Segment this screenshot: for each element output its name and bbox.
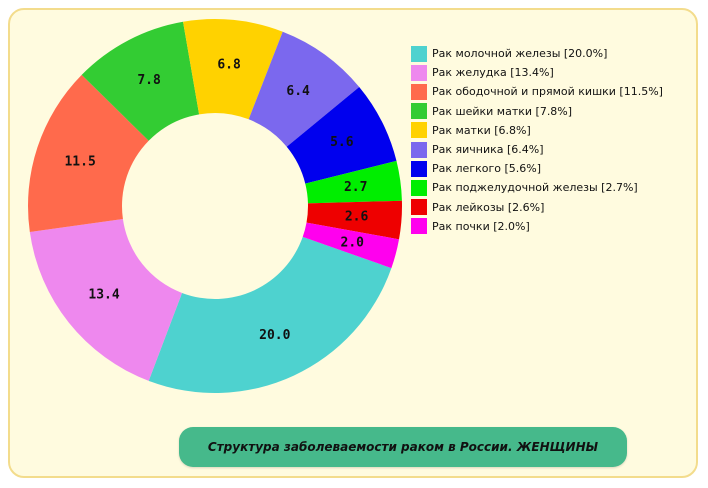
- legend-item-9: Рак лейкозы [2.6%]: [411, 198, 663, 217]
- slice-value-label-5: 6.8: [217, 58, 241, 73]
- legend-swatch: [411, 45, 427, 62]
- legend-swatch: [411, 179, 427, 196]
- pie-slice-10: [302, 222, 400, 269]
- pie-slice-5: [183, 18, 283, 120]
- slice-value-label-7: 5.6: [330, 135, 354, 150]
- legend-swatch: [411, 83, 427, 100]
- legend-swatch: [411, 160, 427, 177]
- pie-slice-9: [306, 200, 402, 240]
- legend-item-5: Рак матки [6.8%]: [411, 121, 663, 140]
- slice-value-label-1: 20.0: [259, 328, 290, 343]
- slice-value-label-10: 2.0: [341, 235, 365, 250]
- slice-value-label-8: 2.7: [344, 180, 367, 195]
- chart-caption-box: Структура заболеваемости раком в России.…: [179, 427, 627, 467]
- pie-slice-3: [28, 74, 149, 233]
- legend-item-7: Рак легкого [5.6%]: [411, 159, 663, 178]
- legend-item-2: Рак желудка [13.4%]: [411, 63, 663, 82]
- legend-swatch: [411, 199, 427, 216]
- legend-label: Рак ободочной и прямой кишки [11.5%]: [432, 85, 663, 99]
- slice-value-label-4: 7.8: [137, 73, 161, 88]
- pie-slice-1: [148, 236, 392, 393]
- slice-value-label-2: 13.4: [88, 288, 119, 303]
- slice-value-label-6: 6.4: [286, 84, 310, 99]
- legend-item-3: Рак ободочной и прямой кишки [11.5%]: [411, 82, 663, 101]
- chart-legend: Рак молочной железы [20.0%] Рак желудка […: [411, 44, 663, 236]
- legend-label: Рак легкого [5.6%]: [432, 162, 542, 176]
- chart-caption: Структура заболеваемости раком в России.…: [207, 440, 599, 454]
- legend-swatch: [411, 122, 427, 139]
- legend-item-10: Рак почки [2.0%]: [411, 217, 663, 236]
- legend-label: Рак шейки матки [7.8%]: [432, 104, 573, 118]
- legend-swatch: [411, 64, 427, 81]
- legend-label: Рак лейкозы [2.6%]: [432, 200, 545, 214]
- pie-slice-6: [248, 31, 360, 147]
- legend-label: Рак матки [6.8%]: [432, 123, 531, 137]
- legend-item-4: Рак шейки матки [7.8%]: [411, 102, 663, 121]
- slice-value-label-3: 11.5: [64, 155, 95, 170]
- pie-slice-2: [29, 218, 183, 381]
- legend-label: Рак яичника [6.4%]: [432, 143, 544, 157]
- legend-swatch: [411, 103, 427, 120]
- legend-item-6: Рак яичника [6.4%]: [411, 140, 663, 159]
- legend-swatch: [411, 218, 427, 235]
- legend-label: Рак молочной железы [20.0%]: [432, 47, 608, 61]
- legend-swatch: [411, 141, 427, 158]
- pie-slice-8: [305, 160, 402, 204]
- slice-value-label-9: 2.6: [345, 210, 369, 225]
- legend-label: Рак почки [2.0%]: [432, 219, 530, 233]
- pie-slice-4: [81, 21, 200, 141]
- legend-label: Рак желудка [13.4%]: [432, 66, 554, 80]
- legend-item-8: Рак поджелудочной железы [2.7%]: [411, 178, 663, 197]
- legend-label: Рак поджелудочной железы [2.7%]: [432, 181, 638, 195]
- pie-slice-7: [286, 86, 397, 184]
- legend-item-1: Рак молочной железы [20.0%]: [411, 44, 663, 63]
